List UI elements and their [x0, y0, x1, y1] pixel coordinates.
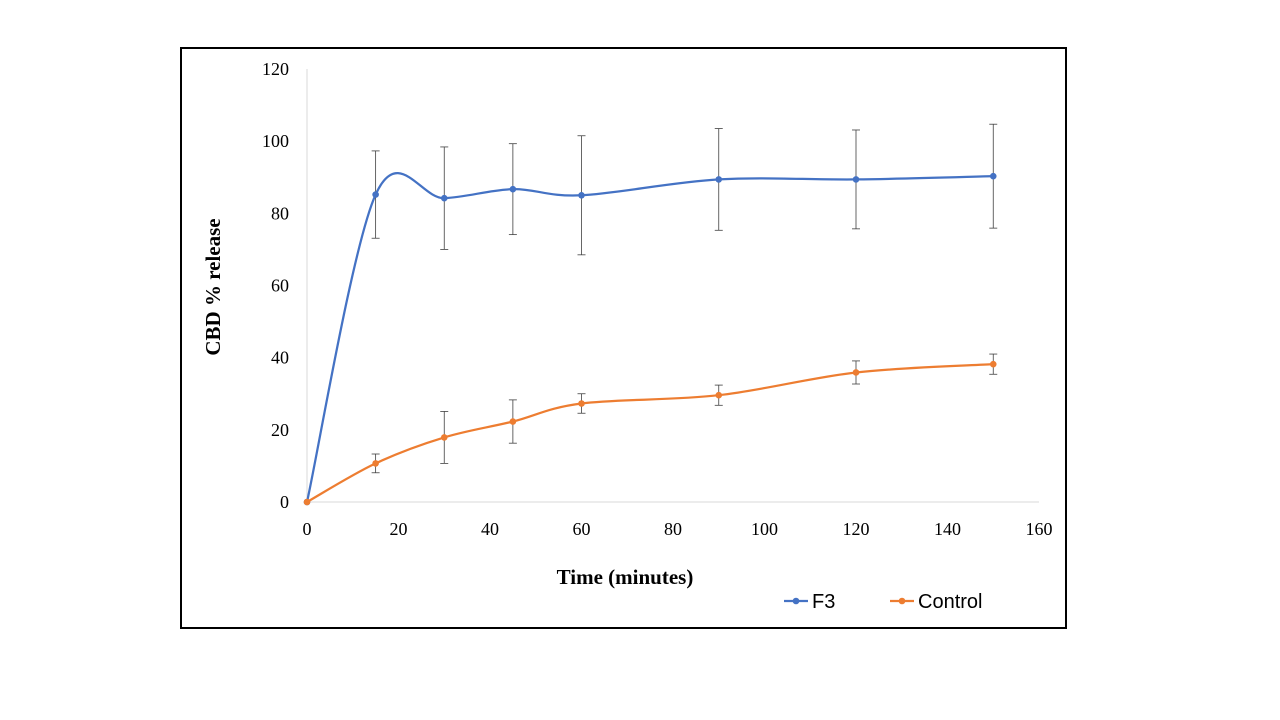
- data-point: [989, 172, 997, 180]
- y-tick-label: 80: [271, 203, 289, 223]
- x-tick-label: 60: [573, 519, 591, 539]
- data-point: [372, 460, 379, 467]
- y-tick-label: 40: [271, 348, 289, 368]
- data-point: [989, 360, 997, 368]
- y-tick-label: 120: [262, 59, 289, 79]
- chart-frame: 0 20 40 60 80 100 120 0 20 40 60 80 100 120 140 160 CB…: [180, 47, 1067, 629]
- y-tick-labels: 0 20 40 60 80 100 120: [262, 59, 289, 512]
- x-tick-label: 40: [481, 519, 499, 539]
- legend-label: Control: [918, 591, 982, 613]
- data-point: [509, 418, 517, 425]
- x-tick-label: 0: [303, 519, 312, 539]
- data-point: [715, 391, 723, 399]
- data-point: [852, 369, 860, 376]
- legend-label: F3: [812, 591, 835, 613]
- series-f3: [303, 123, 998, 506]
- x-tick-label: 120: [843, 519, 870, 539]
- y-tick-label: 100: [262, 131, 289, 151]
- x-tick-label: 100: [751, 519, 778, 539]
- x-tick-label: 160: [1026, 519, 1053, 539]
- legend-swatch-marker: [792, 597, 800, 605]
- data-point: [509, 185, 517, 193]
- legend: F3 Control: [784, 591, 982, 613]
- x-tick-label: 140: [934, 519, 961, 539]
- y-axis-title: CBD % release: [201, 218, 225, 355]
- legend-item-control: Control: [890, 591, 982, 613]
- axes: [306, 69, 1039, 503]
- data-point: [372, 191, 379, 198]
- series-layer: [303, 123, 998, 506]
- x-tick-label: 80: [664, 519, 682, 539]
- series-line: [306, 363, 994, 503]
- data-point: [578, 191, 585, 199]
- x-axis-title: Time (minutes): [557, 565, 694, 589]
- x-tick-labels: 0 20 40 60 80 100 120 140 160: [303, 519, 1053, 539]
- legend-swatch-marker: [898, 597, 906, 605]
- data-point: [578, 400, 585, 407]
- y-tick-label: 20: [271, 420, 289, 440]
- series-control: [303, 353, 998, 506]
- data-point: [440, 194, 448, 202]
- release-chart: 0 20 40 60 80 100 120 0 20 40 60 80 100 120 140 160 CB…: [201, 59, 1053, 613]
- legend-item-f3: F3: [784, 591, 835, 613]
- data-point: [852, 176, 860, 183]
- y-tick-label: 0: [280, 492, 289, 512]
- x-tick-label: 20: [390, 519, 408, 539]
- data-point: [303, 498, 311, 506]
- y-tick-label: 60: [271, 276, 289, 296]
- series-line: [305, 172, 994, 503]
- data-point: [715, 176, 723, 183]
- data-point: [440, 434, 448, 441]
